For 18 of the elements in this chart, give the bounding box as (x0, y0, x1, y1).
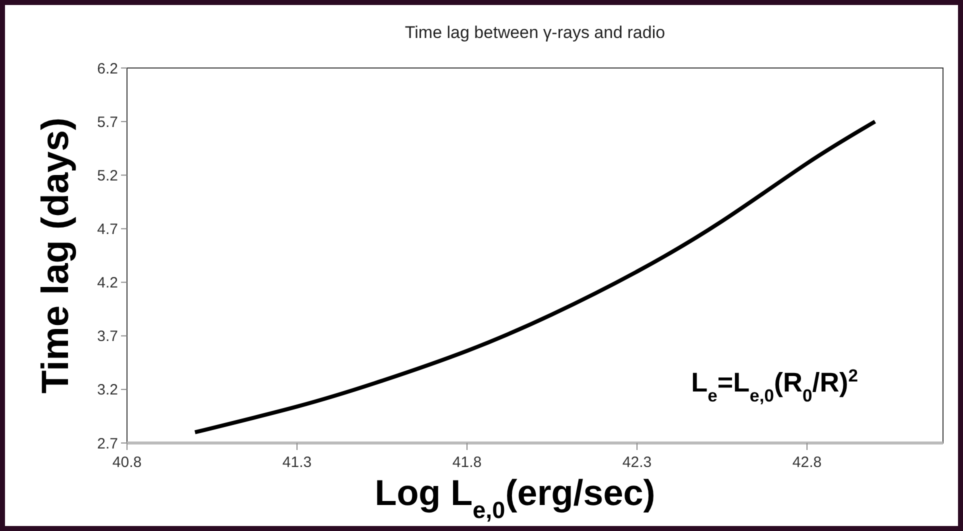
y-tick-label: 4.7 (97, 220, 118, 238)
x-tick-label: 42.8 (792, 454, 822, 471)
y-axis-title: Time lag (days) (35, 118, 77, 394)
x-axis-title: Log L$_{e,0}$(erg/sec) (374, 472, 656, 523)
y-tick-label: 6.2 (97, 60, 118, 78)
annotation: L$_{e}$=L$_{e,0}$(R$_{0}$/R)$^{2}$ (691, 366, 858, 406)
y-tick-label: 3.2 (97, 382, 118, 399)
y-tick-label: 5.2 (97, 167, 118, 184)
line-series (193, 120, 877, 434)
x-tick-label: 41.8 (452, 454, 482, 471)
x-tick-label: 42.3 (622, 454, 652, 471)
chart-title: Time lag between γ-rays and radio (404, 23, 666, 42)
y-tick-label: 4.2 (97, 274, 118, 292)
y-tick-label: 2.7 (97, 435, 118, 452)
x-tick-label: 40.8 (112, 454, 142, 471)
y-tick-label: 5.7 (97, 114, 118, 131)
y-tick-label: 3.7 (97, 328, 118, 346)
x-tick-label: 41.3 (282, 454, 312, 471)
